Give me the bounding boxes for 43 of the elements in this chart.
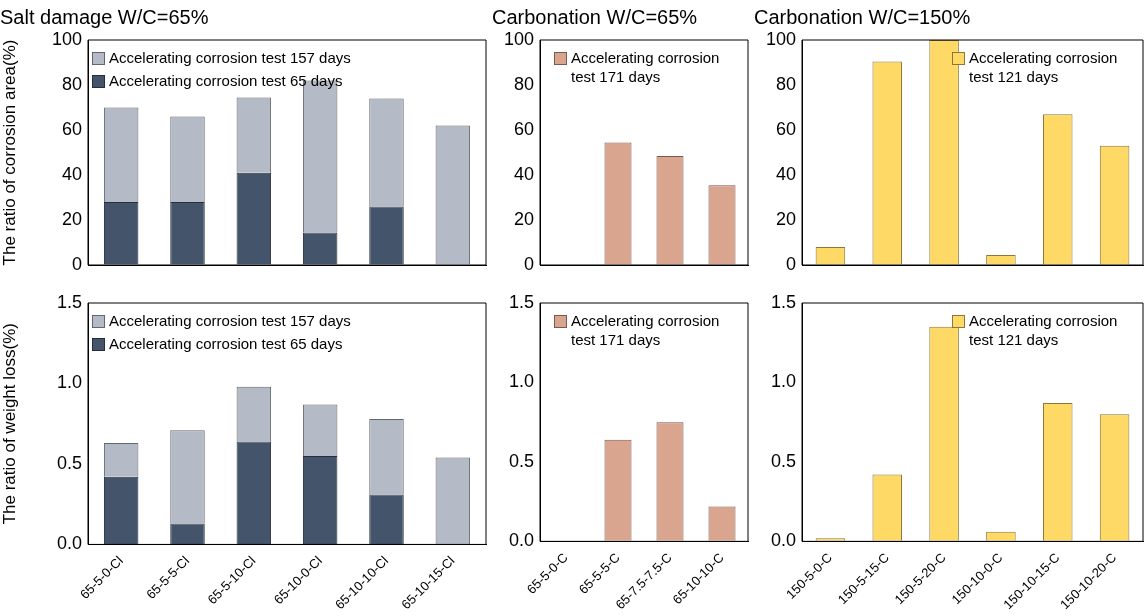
- y-tick-label: 0.0: [508, 530, 534, 551]
- legend-label: Accelerating corrosion test 171 days: [571, 48, 721, 86]
- y-tick-label: 60: [775, 118, 796, 139]
- y-axis-title: The ratio of corrosion area(%): [0, 39, 19, 266]
- y-tick-label: 100: [51, 28, 82, 49]
- chart-title: Salt damage W/C=65%: [0, 5, 209, 28]
- y-tick-label: 60: [61, 118, 82, 139]
- y-tick-label: 40: [513, 163, 534, 184]
- y-tick-label: 1.0: [770, 371, 796, 392]
- y-tick-label: 20: [61, 208, 82, 229]
- y-tick-label: 1.5: [770, 291, 796, 312]
- y-tick-label: 1.0: [56, 372, 82, 393]
- legend-label: Accelerating corrosion test 157 days: [109, 48, 351, 67]
- y-axis-title: The ratio of weight loss(%): [0, 323, 19, 525]
- legend-label: Accelerating corrosion test 65 days: [109, 71, 343, 90]
- y-tick-label: 0: [785, 253, 796, 274]
- y-tick-label: 0.5: [56, 452, 82, 473]
- legend-label: Accelerating corrosion test 157 days: [109, 311, 351, 330]
- y-tick-label: 0: [71, 253, 82, 274]
- y-tick-label: 80: [61, 73, 82, 94]
- y-tick-label: 1.5: [56, 291, 82, 312]
- y-tick-label: 0.5: [770, 450, 796, 471]
- y-tick-label: 0: [523, 253, 534, 274]
- y-tick-label: 20: [513, 208, 534, 229]
- y-tick-label: 40: [775, 163, 796, 184]
- y-tick-label: 100: [765, 28, 796, 49]
- y-tick-label: 80: [775, 73, 796, 94]
- y-tick-label: 1.0: [508, 371, 534, 392]
- y-tick-label: 40: [61, 163, 82, 184]
- y-tick-label: 0.0: [770, 530, 796, 551]
- chart-title: Carbonation W/C=65%: [492, 5, 698, 28]
- y-tick-label: 0.5: [508, 450, 534, 471]
- y-tick-label: 60: [513, 118, 534, 139]
- y-tick-label: 80: [513, 73, 534, 94]
- y-tick-label: 1.5: [508, 291, 534, 312]
- y-tick-label: 100: [503, 28, 534, 49]
- legend-label: Accelerating corrosion test 121 days: [969, 311, 1119, 349]
- y-tick-label: 20: [775, 208, 796, 229]
- legend-label: Accelerating corrosion test 121 days: [969, 48, 1119, 86]
- y-tick-label: 0.0: [56, 533, 82, 554]
- legend-label: Accelerating corrosion test 171 days: [571, 311, 721, 349]
- chart-title: Carbonation W/C=150%: [754, 5, 971, 28]
- legend-label: Accelerating corrosion test 65 days: [109, 334, 343, 353]
